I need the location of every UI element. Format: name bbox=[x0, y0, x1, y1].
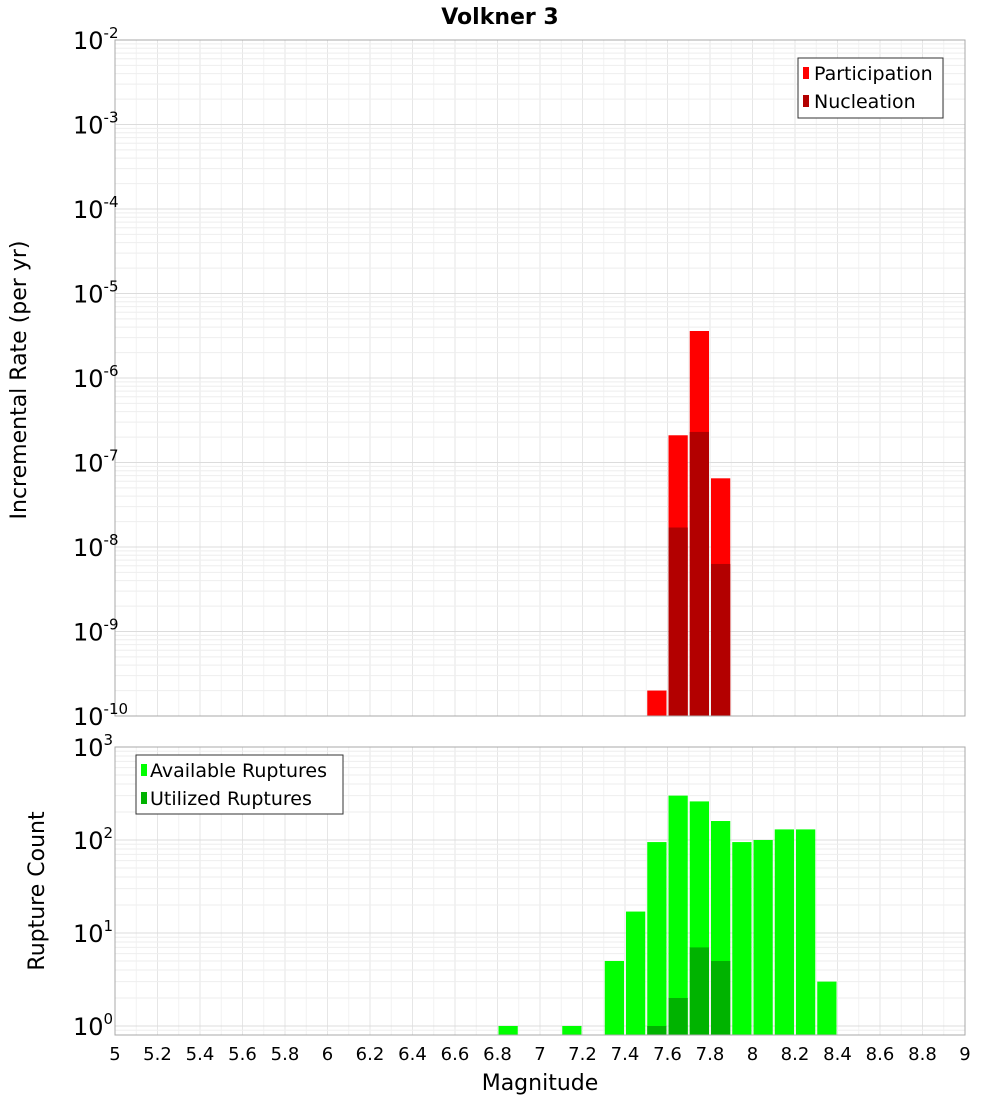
count-y-axis-label: Rupture Count bbox=[25, 811, 50, 971]
x-tick-label: 7.2 bbox=[568, 1044, 597, 1065]
count-y-tick-label: 100 bbox=[73, 1010, 113, 1041]
x-tick-label: 5.4 bbox=[186, 1044, 215, 1065]
participation-legend-swatch bbox=[803, 67, 809, 79]
x-tick-label: 8.4 bbox=[823, 1044, 852, 1065]
rate-y-tick-label: 10-5 bbox=[73, 278, 119, 309]
rate-y-tick-label: 10-3 bbox=[73, 109, 119, 140]
x-tick-label: 6.8 bbox=[483, 1044, 512, 1065]
utilized-legend-swatch bbox=[141, 792, 147, 804]
x-tick-label: 6.2 bbox=[356, 1044, 385, 1065]
rate-y-tick-label: 10-2 bbox=[73, 24, 119, 55]
count-bar-available-ruptures bbox=[604, 960, 624, 1035]
rate-plot-border bbox=[114, 39, 966, 717]
nucleation-legend-swatch bbox=[803, 95, 809, 107]
rate-y-tick-label: 10-9 bbox=[73, 616, 119, 647]
count-bar-utilized-ruptures bbox=[647, 1025, 667, 1035]
rate-legend: Participation Nucleation bbox=[797, 57, 944, 119]
rate-grid bbox=[115, 40, 965, 716]
chart-title: Volkner 3 bbox=[441, 5, 559, 30]
rate-bar-nucleation bbox=[689, 431, 709, 716]
x-tick-label: 5.6 bbox=[228, 1044, 257, 1065]
count-bar-available-ruptures bbox=[668, 795, 688, 1035]
count-bar-utilized-ruptures bbox=[668, 997, 688, 1035]
utilized-legend-label: Utilized Ruptures bbox=[150, 788, 312, 810]
count-legend: Available Ruptures Utilized Ruptures bbox=[135, 754, 344, 815]
count-y-tick-label: 103 bbox=[73, 731, 113, 762]
count-bar-available-ruptures bbox=[753, 839, 773, 1035]
rate-y-ticks: 10-2 10-3 10-4 10-5 10-6 10-7 10-8 10-9 10-10 bbox=[73, 24, 128, 731]
x-tick-label: 7.4 bbox=[611, 1044, 640, 1065]
count-bar-available-ruptures bbox=[498, 1025, 518, 1035]
rate-bar-participation bbox=[647, 690, 667, 716]
rate-y-tick-label: 10-10 bbox=[73, 700, 128, 731]
count-bar-utilized-ruptures bbox=[711, 960, 731, 1035]
nucleation-legend-label: Nucleation bbox=[814, 91, 916, 113]
x-tick-label: 8 bbox=[747, 1044, 758, 1065]
x-tick-label: 8.6 bbox=[866, 1044, 895, 1065]
x-tick-labels: 5 5.2 5.4 5.6 5.8 6 6.2 6.4 6.6 6.8 7 7.2 7.4 7.6 7.8 8… bbox=[109, 1044, 970, 1065]
count-legend-box bbox=[135, 754, 344, 815]
count-bar-available-ruptures bbox=[817, 981, 837, 1035]
rate-y-tick-label: 10-6 bbox=[73, 362, 119, 393]
x-tick-label: 8.8 bbox=[908, 1044, 937, 1065]
count-bar-available-ruptures bbox=[774, 829, 794, 1035]
count-y-tick-label: 101 bbox=[73, 917, 113, 948]
count-bar-available-ruptures bbox=[796, 829, 816, 1035]
x-tick-label: 7.6 bbox=[653, 1044, 682, 1065]
x-tick-label: 5 bbox=[109, 1044, 120, 1065]
x-tick-label: 8.2 bbox=[781, 1044, 810, 1065]
x-tick-label: 7 bbox=[534, 1044, 545, 1065]
rate-y-tick-label: 10-4 bbox=[73, 193, 119, 224]
x-tick-label: 5.8 bbox=[271, 1044, 300, 1065]
count-bar-utilized-ruptures bbox=[689, 947, 709, 1035]
rate-y-tick-label: 10-7 bbox=[73, 447, 119, 478]
available-legend-swatch bbox=[141, 764, 147, 776]
rate-panel: 10-2 10-3 10-4 10-5 10-6 10-7 10-8 10-9 10-10 In… bbox=[7, 24, 966, 731]
count-bars bbox=[498, 795, 837, 1035]
count-y-ticks: 103 102 101 100 bbox=[73, 731, 113, 1041]
x-tick-label: 6 bbox=[322, 1044, 333, 1065]
available-legend-label: Available Ruptures bbox=[150, 760, 327, 782]
count-bar-available-ruptures bbox=[626, 911, 646, 1035]
count-bar-available-ruptures bbox=[562, 1025, 582, 1035]
rate-y-axis-label: Incremental Rate (per yr) bbox=[7, 241, 32, 520]
rate-bars bbox=[647, 330, 731, 716]
participation-legend-label: Participation bbox=[814, 63, 933, 85]
count-bar-available-ruptures bbox=[732, 842, 752, 1035]
x-tick-label: 7.8 bbox=[696, 1044, 725, 1065]
x-tick-label: 5.2 bbox=[143, 1044, 172, 1065]
x-tick-label: 6.6 bbox=[441, 1044, 470, 1065]
count-plot-border bbox=[114, 746, 966, 1036]
count-panel: 103 102 101 100 5 5.2 5.4 5.6 5.8 6 6.2 6.4 6.6 6.8 7… bbox=[25, 731, 971, 1096]
rate-bar-nucleation bbox=[711, 563, 731, 716]
count-y-tick-label: 102 bbox=[73, 824, 113, 855]
x-tick-label: 6.4 bbox=[398, 1044, 427, 1065]
x-tick-label: 9 bbox=[959, 1044, 970, 1065]
rate-y-tick-label: 10-8 bbox=[73, 531, 119, 562]
rate-bar-nucleation bbox=[668, 527, 688, 716]
rate-legend-box bbox=[797, 57, 944, 119]
x-axis-label: Magnitude bbox=[482, 1071, 599, 1096]
count-bar-available-ruptures bbox=[647, 842, 667, 1035]
